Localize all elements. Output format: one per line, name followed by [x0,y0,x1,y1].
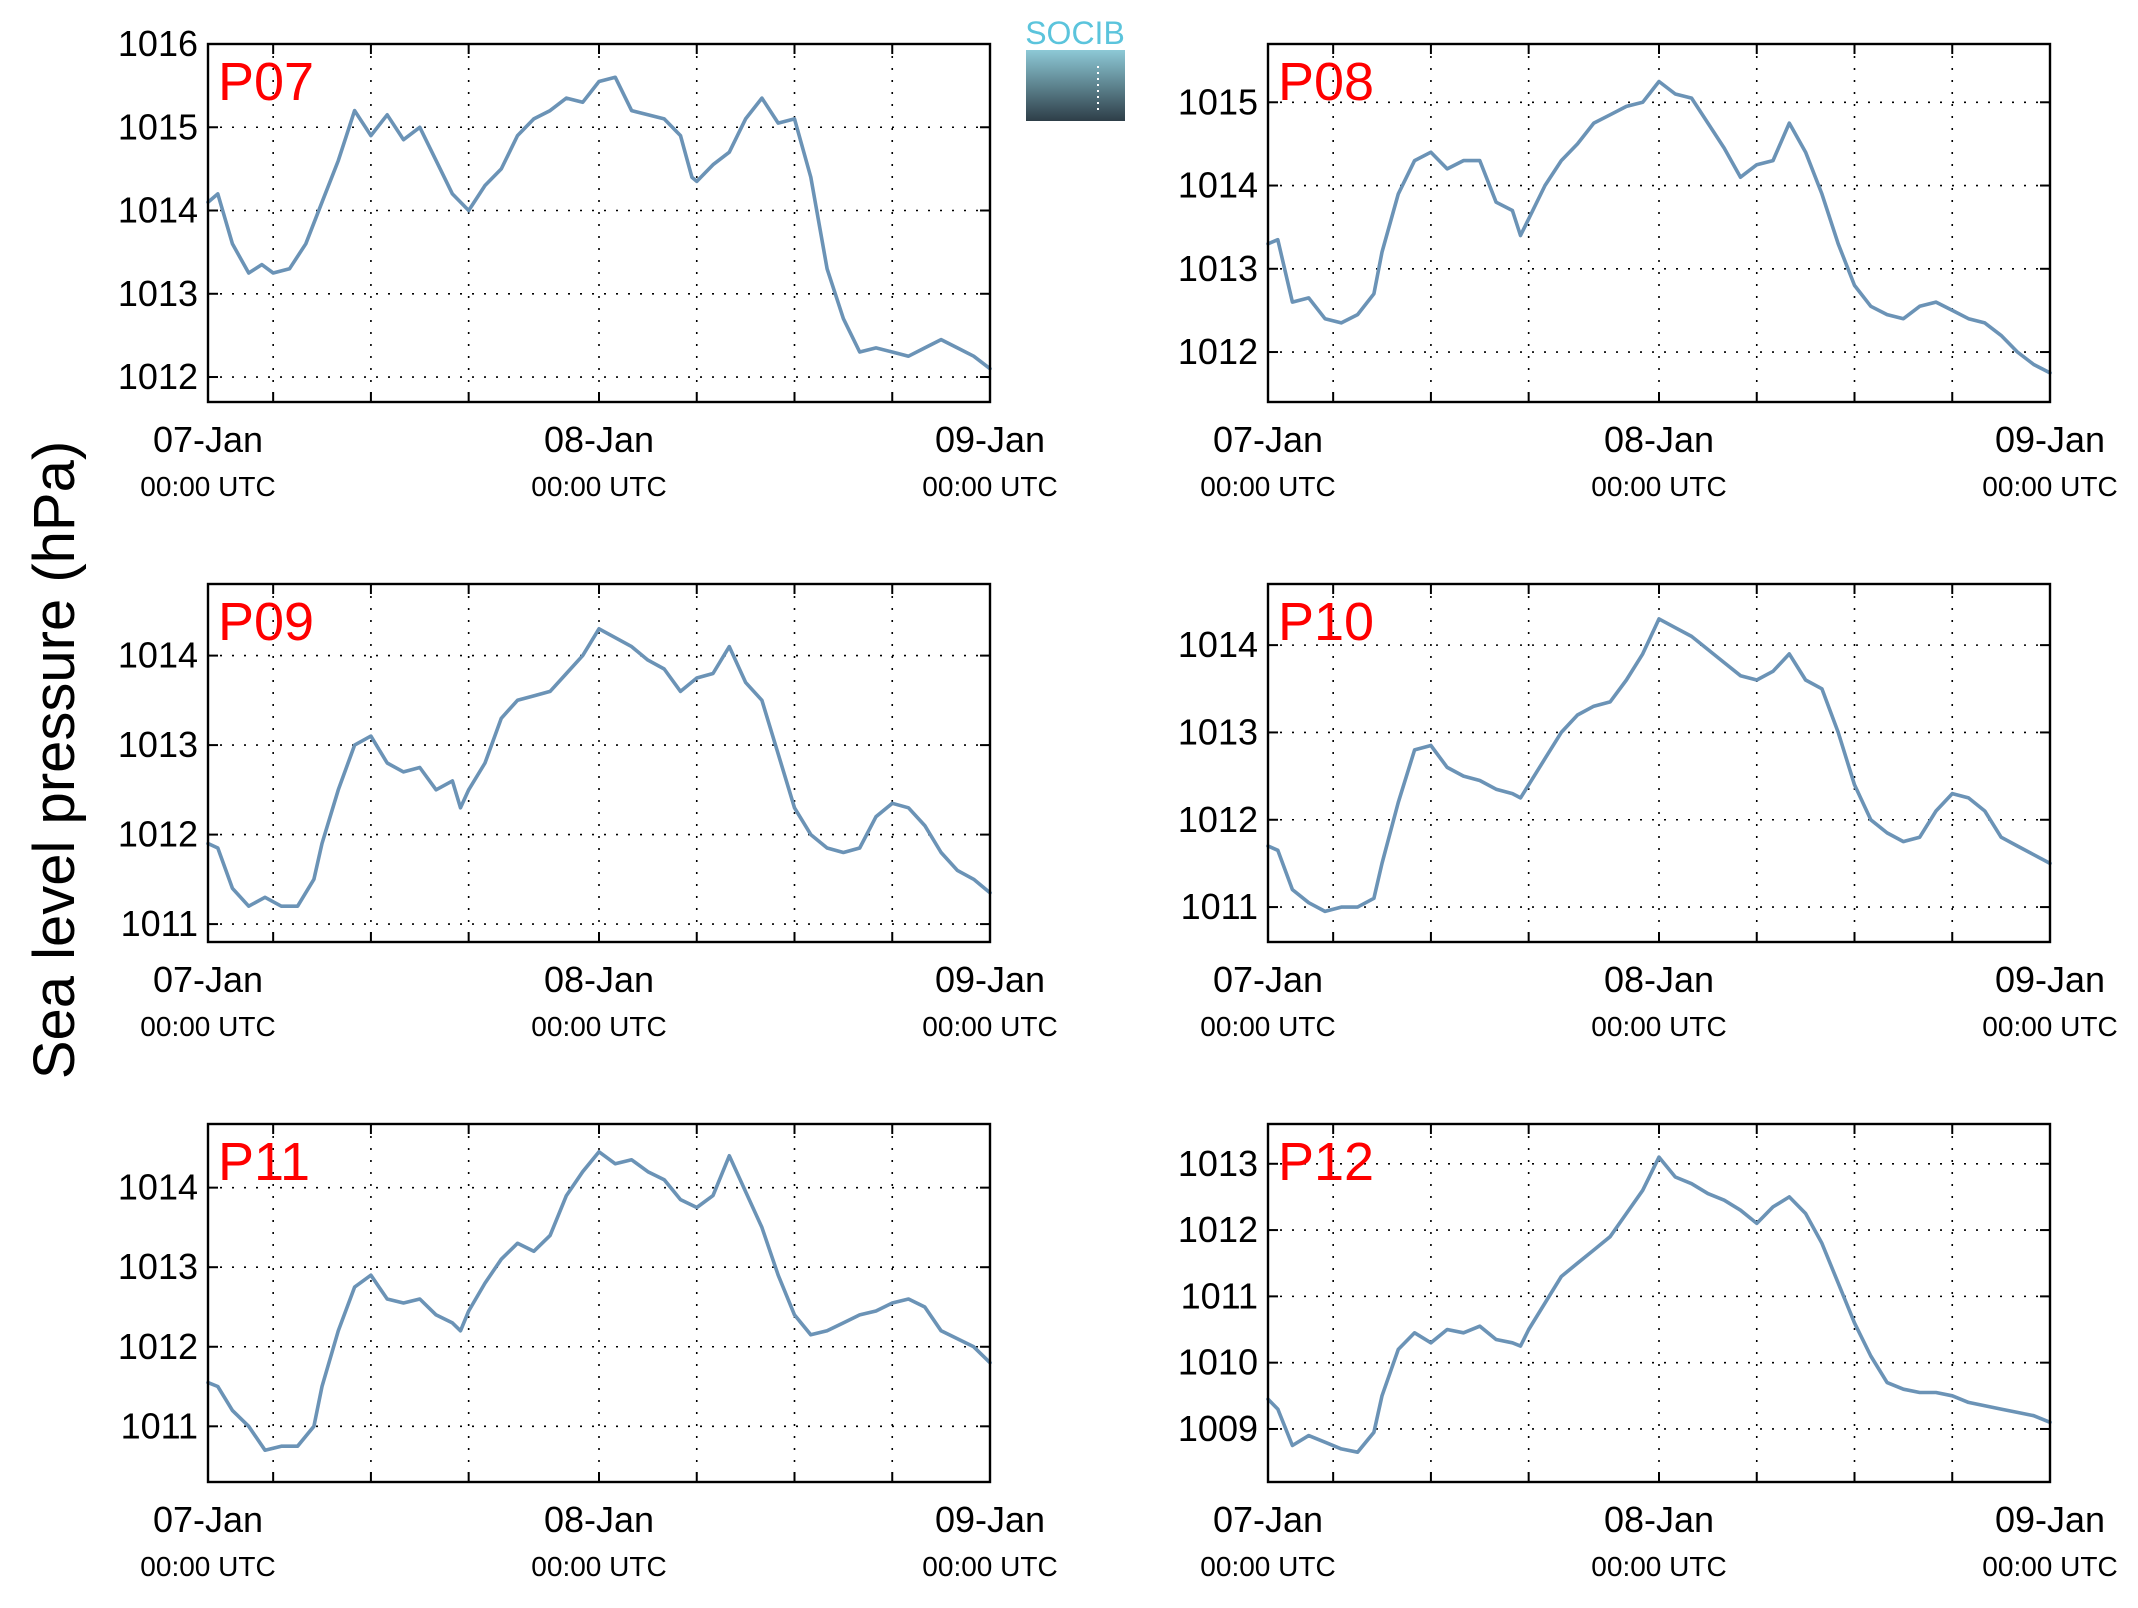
panel-title: P08 [1278,52,1374,112]
y-tick-label: 1010 [1178,1342,1258,1383]
axes-frame [1266,1122,2052,1484]
x-tick-label: 09-Jan [935,959,1045,1000]
x-tick-sublabel: 00:00 UTC [1200,471,1335,502]
y-tick-label: 1012 [118,1326,198,1367]
panel-title: P09 [218,592,314,652]
logo-gradient-block [1026,50,1125,121]
x-tick-sublabel: 00:00 UTC [531,1551,666,1582]
chart-panel-p11: 1011 1012 1013 1014 07-Jan 00:00 UTC 08-Jan 00:… [118,1122,1058,1582]
y-tick-label: 1012 [1178,331,1258,372]
x-tick-label: 09-Jan [935,1499,1045,1540]
chart-panel-p09: 1011 1012 1013 1014 07-Jan 00:00 UTC 08-Jan 00:… [118,582,1058,1042]
x-tick-sublabel: 00:00 UTC [922,471,1057,502]
x-tick-label: 07-Jan [1213,1499,1323,1540]
socib-logo: SOCIB [1025,15,1125,121]
panel-title: P12 [1278,1132,1374,1192]
y-tick-label: 1012 [118,356,198,397]
y-tick-label: 1014 [118,1167,198,1208]
series-line [1266,79,2052,375]
series-line [206,75,992,371]
x-tick-sublabel: 00:00 UTC [1591,471,1726,502]
x-tick-sublabel: 00:00 UTC [1982,471,2117,502]
y-tick-label: 1014 [1178,624,1258,665]
y-tick-label: 1013 [118,273,198,314]
x-tick-label: 09-Jan [1995,419,2105,460]
chart-panel-p12: 1009 1010 1011 1012 1013 07-Jan 00:00 UTC 08-Ja… [1178,1122,2118,1582]
axes-frame [206,42,992,404]
y-tick-label: 1011 [121,1405,198,1446]
panels: 1012 1013 1014 1015 1016 07-Jan 00:00 UTC 08-Ja… [118,23,2118,1582]
axes-frame [206,582,992,944]
x-tick-sublabel: 00:00 UTC [1591,1011,1726,1042]
series-line [1266,617,2052,914]
axes-frame [206,1122,992,1484]
y-tick-label: 1015 [1178,81,1258,122]
series-line [206,627,992,908]
y-tick-label: 1014 [118,190,198,231]
y-tick-label: 1011 [1181,886,1258,927]
x-tick-label: 09-Jan [1995,959,2105,1000]
x-tick-label: 07-Jan [153,959,263,1000]
x-tick-sublabel: 00:00 UTC [140,471,275,502]
figure-ylabel: Sea level pressure (hPa) [22,441,87,1079]
x-tick-label: 09-Jan [1995,1499,2105,1540]
y-tick-label: 1013 [118,1246,198,1287]
logo-text: SOCIB [1025,15,1125,51]
y-tick-label: 1012 [118,814,198,855]
y-tick-label: 1011 [1181,1275,1258,1316]
x-tick-sublabel: 00:00 UTC [922,1011,1057,1042]
y-tick-label: 1013 [118,724,198,765]
axes-frame [1266,42,2052,404]
y-tick-label: 1013 [1178,248,1258,289]
chart-panel-p10: 1011 1012 1013 1014 07-Jan 00:00 UTC 08-Jan 00:… [1178,582,2118,1042]
x-tick-sublabel: 00:00 UTC [1200,1551,1335,1582]
x-tick-sublabel: 00:00 UTC [922,1551,1057,1582]
x-tick-sublabel: 00:00 UTC [531,471,666,502]
series-line [206,1150,992,1452]
chart-panel-p08: 1012 1013 1014 1015 07-Jan 00:00 UTC 08-Jan 00:… [1178,42,2118,502]
x-tick-label: 07-Jan [153,1499,263,1540]
panel-title: P11 [218,1132,310,1192]
x-tick-sublabel: 00:00 UTC [140,1551,275,1582]
panel-title: P07 [218,52,314,112]
x-tick-label: 08-Jan [1604,959,1714,1000]
y-tick-label: 1009 [1178,1408,1258,1449]
x-tick-label: 07-Jan [1213,419,1323,460]
axes-frame [1266,582,2052,944]
x-tick-sublabel: 00:00 UTC [531,1011,666,1042]
x-tick-sublabel: 00:00 UTC [1982,1551,2117,1582]
y-tick-label: 1013 [1178,1143,1258,1184]
y-tick-label: 1011 [121,903,198,944]
chart-panel-p07: 1012 1013 1014 1015 1016 07-Jan 00:00 UTC 08-Ja… [118,23,1058,502]
y-tick-label: 1012 [1178,1209,1258,1250]
y-tick-label: 1015 [118,106,198,147]
x-tick-label: 08-Jan [544,419,654,460]
x-tick-label: 08-Jan [544,959,654,1000]
y-tick-label: 1012 [1178,799,1258,840]
x-tick-label: 07-Jan [1213,959,1323,1000]
y-tick-label: 1014 [118,635,198,676]
y-tick-label: 1013 [1178,711,1258,752]
x-tick-label: 08-Jan [1604,1499,1714,1540]
panel-title: P10 [1278,592,1374,652]
y-tick-label: 1014 [1178,165,1258,206]
x-tick-sublabel: 00:00 UTC [140,1011,275,1042]
x-tick-sublabel: 00:00 UTC [1982,1011,2117,1042]
x-tick-sublabel: 00:00 UTC [1200,1011,1335,1042]
x-tick-label: 07-Jan [153,419,263,460]
x-tick-label: 09-Jan [935,419,1045,460]
x-tick-sublabel: 00:00 UTC [1591,1551,1726,1582]
x-tick-label: 08-Jan [1604,419,1714,460]
x-tick-label: 08-Jan [544,1499,654,1540]
series-line [1266,1155,2052,1454]
y-tick-label: 1016 [118,23,198,64]
